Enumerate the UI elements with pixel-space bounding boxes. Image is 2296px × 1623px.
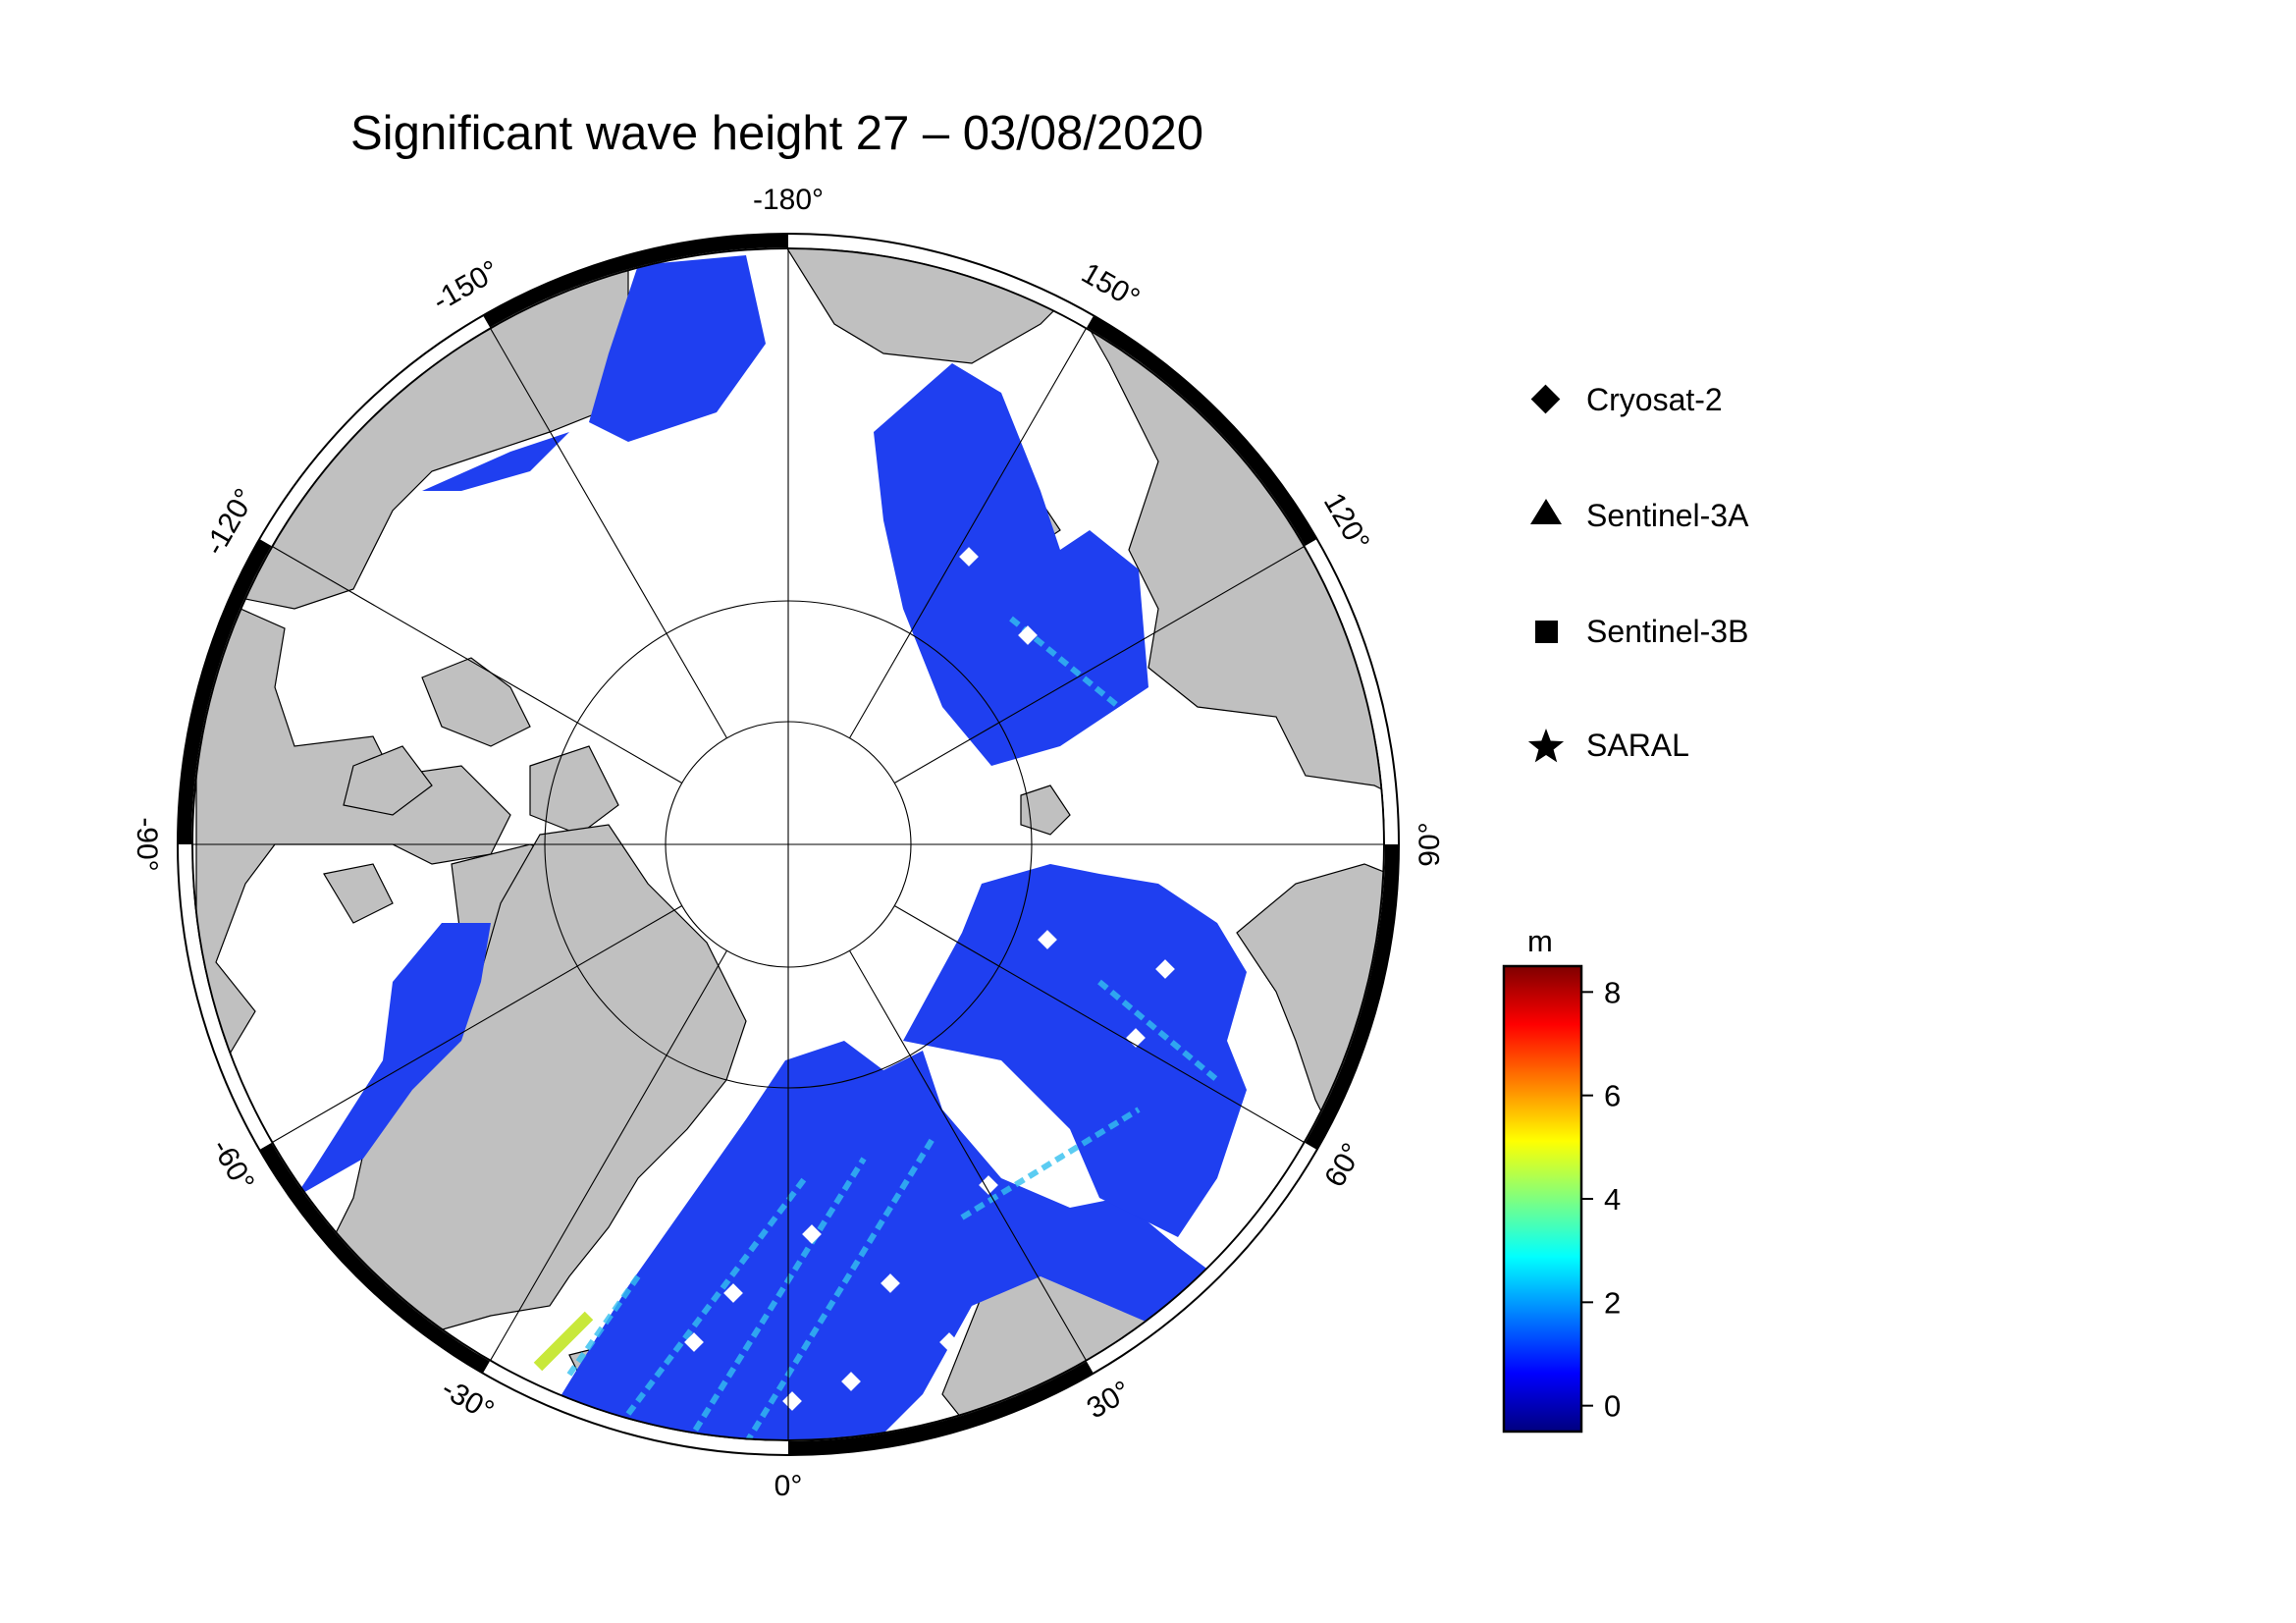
longitude-label: -180° bbox=[753, 184, 824, 216]
data-gap bbox=[881, 1273, 900, 1293]
frame-segment bbox=[1086, 1142, 1317, 1374]
longitude-label: 120° bbox=[1317, 488, 1376, 557]
meridian-line bbox=[490, 328, 727, 739]
star-icon bbox=[1527, 729, 1565, 763]
laptev-band bbox=[874, 363, 1148, 766]
data-gap bbox=[782, 1391, 802, 1411]
data-gap bbox=[841, 1372, 861, 1391]
frame-segment bbox=[787, 1361, 1094, 1455]
longitude-label: -90° bbox=[131, 817, 163, 871]
map-disc bbox=[192, 248, 1384, 1440]
chukchi-band bbox=[589, 255, 766, 442]
wave-track-high bbox=[533, 1311, 594, 1372]
barents-band bbox=[903, 864, 1247, 1237]
data-gap bbox=[979, 1175, 998, 1195]
longitude-label: -150° bbox=[427, 254, 505, 318]
legend-item-saral: SARAL bbox=[1527, 728, 1689, 763]
inner-frame-circle bbox=[191, 247, 1385, 1441]
graticule bbox=[192, 248, 1384, 1440]
colorbar: m 0 2 4 6 8 bbox=[1502, 924, 1621, 1434]
longitude-label: -120° bbox=[198, 483, 262, 561]
data-gap bbox=[802, 1224, 822, 1244]
data-gap bbox=[1038, 930, 1057, 949]
data-gap bbox=[723, 1283, 743, 1303]
wave-observations-layer bbox=[294, 255, 1247, 1440]
legend-item-sentinel-3b: Sentinel-3B bbox=[1535, 614, 1748, 649]
beaufort-band bbox=[422, 432, 569, 491]
diamond-icon bbox=[1530, 384, 1561, 414]
data-gap bbox=[1057, 1156, 1077, 1175]
meridian-line bbox=[272, 905, 683, 1143]
colorbar-tick-label: 2 bbox=[1604, 1285, 1621, 1320]
meridian-line bbox=[490, 949, 727, 1361]
legend-item-cryosat: Cryosat-2 bbox=[1530, 382, 1723, 417]
square-icon bbox=[1535, 621, 1558, 643]
wave-track-streak bbox=[1097, 979, 1219, 1083]
frame-segment bbox=[178, 843, 272, 1150]
atlantic-band bbox=[550, 1041, 1217, 1440]
satellite-legend: Cryosat-2 Sentinel-3A Sentinel-3B SARAL bbox=[1527, 382, 1749, 763]
baffin-band bbox=[294, 923, 491, 1198]
frame-segment bbox=[259, 1142, 491, 1374]
colorbar-tick-label: 8 bbox=[1604, 975, 1621, 1009]
meridian-line bbox=[272, 546, 683, 784]
longitude-label: 90° bbox=[1414, 822, 1446, 866]
meridian-line bbox=[893, 546, 1305, 784]
frame-segment bbox=[259, 315, 491, 547]
map-title: Significant wave height 27 – 03/08/2020 bbox=[350, 107, 1204, 160]
longitude-label: -30° bbox=[436, 1373, 499, 1428]
siberia-land bbox=[1069, 248, 1384, 1160]
frame-segment bbox=[1086, 315, 1317, 547]
longitude-label: 150° bbox=[1076, 257, 1145, 316]
legend-label-sentinel-3b: Sentinel-3B bbox=[1586, 614, 1748, 649]
wave-track-streak bbox=[960, 1107, 1141, 1220]
longitude-label: 30° bbox=[1082, 1375, 1137, 1425]
frame-segment bbox=[483, 1361, 789, 1455]
frame-segment bbox=[787, 234, 1094, 328]
longitude-label: 0° bbox=[774, 1470, 803, 1502]
legend-label-saral: SARAL bbox=[1586, 728, 1689, 763]
colorbar-tick-label: 6 bbox=[1604, 1079, 1621, 1113]
longitude-label: 60° bbox=[1318, 1138, 1368, 1193]
frame-segment bbox=[483, 234, 789, 328]
wave-track-streak bbox=[625, 1176, 808, 1416]
data-gap bbox=[1018, 625, 1038, 645]
meridian-line bbox=[893, 905, 1305, 1143]
meridian-line bbox=[849, 328, 1087, 739]
frame-segment bbox=[178, 539, 272, 845]
frame-segment bbox=[1305, 539, 1399, 845]
legend-label-cryosat: Cryosat-2 bbox=[1586, 382, 1723, 417]
longitude-label: -60° bbox=[205, 1133, 260, 1196]
chukotka-land bbox=[784, 248, 1081, 364]
meridian-line bbox=[849, 949, 1087, 1361]
wave-track-streak bbox=[684, 1157, 867, 1440]
data-gap bbox=[1155, 959, 1175, 979]
colorbar-tick-label: 0 bbox=[1604, 1389, 1621, 1424]
legend-item-sentinel-3a: Sentinel-3A bbox=[1530, 498, 1749, 533]
data-gap bbox=[939, 1332, 959, 1352]
wave-track-streak bbox=[743, 1137, 935, 1440]
legend-label-sentinel-3a: Sentinel-3A bbox=[1586, 498, 1749, 533]
colorbar-ticks: 0 2 4 6 8 bbox=[1581, 975, 1621, 1424]
data-gap bbox=[684, 1332, 704, 1352]
severnaya-zemlya-land bbox=[1020, 784, 1071, 836]
colorbar-gradient bbox=[1502, 964, 1583, 1434]
outer-frame-circle bbox=[177, 233, 1400, 1456]
frame-segment bbox=[1305, 843, 1399, 1150]
data-gap bbox=[959, 547, 979, 567]
triangle-icon bbox=[1530, 499, 1562, 524]
map-frame bbox=[177, 233, 1400, 1456]
wave-track-streak bbox=[566, 1274, 641, 1377]
colorbar-tick-label: 4 bbox=[1604, 1182, 1621, 1217]
colorbar-unit: m bbox=[1527, 924, 1553, 958]
